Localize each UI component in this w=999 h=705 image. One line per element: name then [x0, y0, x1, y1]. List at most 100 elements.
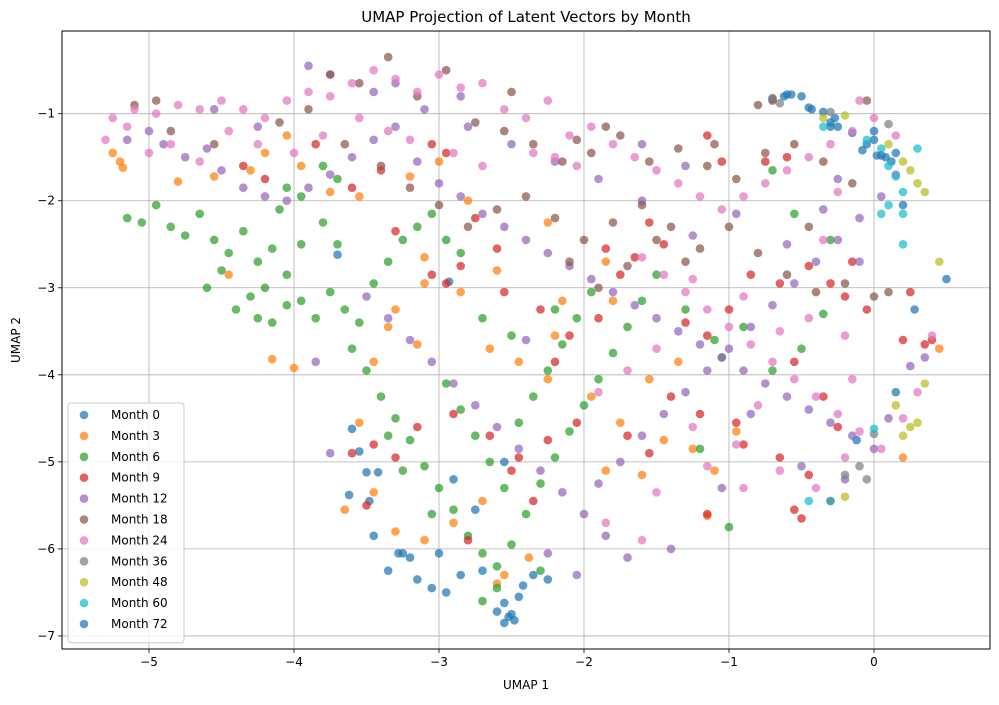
scatter-point	[267, 354, 277, 364]
scatter-point	[347, 152, 357, 162]
scatter-point	[500, 483, 509, 493]
scatter-point	[376, 161, 386, 171]
scatter-point	[420, 279, 429, 288]
scatter-point	[659, 270, 669, 280]
scatter-point	[695, 409, 705, 419]
scatter-point	[521, 192, 531, 201]
scatter-point	[514, 453, 524, 462]
scatter-point	[616, 131, 625, 140]
scatter-point	[521, 113, 531, 123]
scatter-point	[427, 139, 437, 149]
scatter-point	[637, 296, 647, 306]
x-tick-label: −3	[430, 655, 448, 669]
scatter-point	[151, 200, 161, 210]
scatter-point	[260, 192, 270, 201]
scatter-point	[804, 222, 814, 232]
scatter-point	[898, 240, 908, 249]
scatter-point	[630, 152, 640, 162]
scatter-point	[456, 92, 466, 101]
scatter-point	[572, 313, 582, 323]
scatter-point	[449, 518, 458, 528]
scatter-point	[543, 248, 553, 258]
scatter-point	[848, 126, 857, 136]
legend-label: Month 24	[111, 533, 168, 547]
scatter-point	[122, 135, 132, 145]
scatter-point	[826, 279, 835, 288]
scatter-point	[369, 488, 379, 497]
scatter-point	[441, 588, 451, 597]
scatter-point	[884, 200, 893, 210]
scatter-point	[623, 553, 632, 562]
scatter-point	[471, 401, 480, 410]
scatter-point	[550, 213, 560, 223]
scatter-point	[500, 126, 509, 136]
scatter-point	[253, 257, 263, 267]
scatter-point	[869, 113, 879, 123]
scatter-point	[347, 78, 357, 88]
scatter-point	[826, 418, 835, 428]
scatter-point	[434, 70, 444, 79]
scatter-point	[383, 431, 393, 441]
scatter-point	[877, 144, 886, 153]
scatter-point	[209, 235, 219, 245]
scatter-point	[550, 331, 560, 340]
scatter-point	[833, 409, 843, 419]
scatter-point	[768, 93, 777, 103]
scatter-point	[891, 148, 901, 158]
scatter-point	[118, 163, 128, 172]
scatter-point	[797, 92, 806, 101]
y-tick-label: −7	[37, 629, 55, 643]
scatter-point	[819, 392, 828, 401]
scatter-point	[906, 166, 915, 175]
scatter-point	[543, 96, 553, 105]
scatter-point	[724, 522, 734, 532]
scatter-point	[869, 135, 879, 145]
scatter-point	[239, 226, 248, 236]
scatter-point	[746, 340, 756, 349]
scatter-point	[500, 287, 509, 297]
scatter-point	[630, 252, 640, 262]
scatter-point	[463, 122, 473, 131]
scatter-point	[833, 174, 843, 184]
scatter-point	[819, 309, 828, 319]
scatter-point	[833, 122, 843, 131]
scatter-point	[869, 292, 879, 301]
scatter-point	[717, 205, 727, 214]
scatter-point	[478, 78, 487, 88]
scatter-point	[804, 470, 814, 480]
scatter-point	[790, 505, 799, 514]
series-6	[101, 65, 937, 545]
scatter-point	[209, 105, 219, 114]
x-tick-label: −2	[575, 655, 593, 669]
scatter-point	[913, 179, 922, 188]
scatter-point	[877, 444, 886, 454]
scatter-point	[362, 366, 371, 375]
y-tick-label: −4	[37, 368, 55, 382]
scatter-point	[666, 544, 676, 554]
scatter-point	[819, 205, 828, 214]
scatter-point	[681, 318, 690, 327]
series-10	[362, 90, 908, 628]
scatter-point	[267, 318, 277, 327]
scatter-point	[688, 444, 698, 454]
scatter-point	[159, 139, 168, 149]
scatter-point	[318, 161, 328, 171]
scatter-point	[369, 357, 379, 367]
scatter-point	[296, 240, 306, 249]
scatter-point	[355, 192, 364, 201]
scatter-point	[449, 148, 458, 158]
scatter-point	[782, 270, 792, 280]
scatter-point	[405, 183, 415, 192]
legend-label: Month 18	[111, 513, 168, 527]
legend-label: Month 72	[111, 617, 168, 631]
scatter-point	[587, 122, 596, 131]
scatter-point	[239, 105, 248, 114]
scatter-point	[637, 535, 647, 545]
scatter-point	[601, 518, 611, 528]
scatter-point	[296, 161, 306, 171]
scatter-point	[282, 270, 292, 280]
scatter-point	[840, 292, 850, 301]
scatter-point	[296, 296, 306, 306]
scatter-point	[173, 100, 183, 110]
